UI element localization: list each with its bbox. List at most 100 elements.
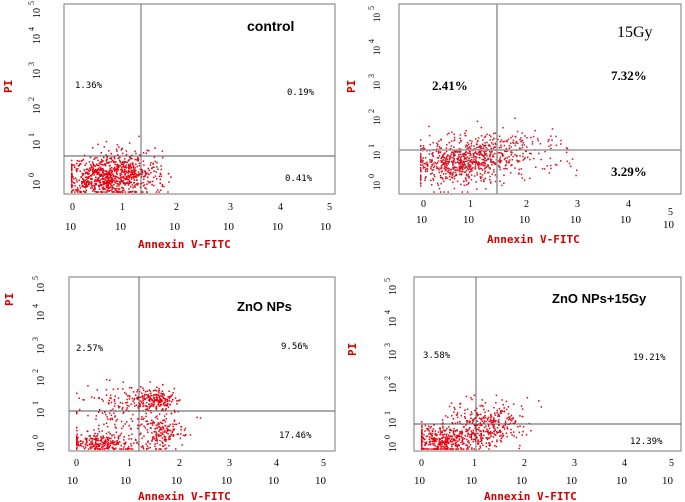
- scatter-point: [138, 162, 141, 165]
- scatter-point: [122, 161, 124, 163]
- scatter-point: [131, 433, 133, 435]
- scatter-point: [447, 154, 450, 157]
- scatter-point: [108, 170, 110, 173]
- scatter-point: [107, 189, 110, 191]
- scatter-point: [153, 396, 156, 399]
- scatter-point: [503, 174, 505, 176]
- scatter-point: [173, 409, 176, 412]
- scatter-point: [156, 433, 158, 435]
- scatter-point: [93, 174, 95, 176]
- scatter-point: [83, 186, 86, 188]
- scatter-point: [155, 439, 157, 442]
- scatter-point: [147, 394, 150, 396]
- scatter-point: [483, 422, 485, 424]
- scatter-point: [430, 434, 432, 436]
- y-tick-base: 10: [36, 344, 47, 354]
- scatter-point: [468, 167, 471, 169]
- scatter-point: [470, 145, 473, 147]
- scatter-point: [485, 166, 488, 168]
- scatter-point: [483, 151, 486, 153]
- scatter-point: [483, 434, 485, 437]
- scatter-point: [79, 444, 82, 446]
- scatter-point: [160, 168, 162, 171]
- scatter-point: [112, 180, 114, 182]
- scatter-point: [83, 154, 86, 157]
- scatter-point: [74, 177, 77, 179]
- scatter-point: [160, 422, 163, 424]
- scatter-point: [476, 428, 478, 430]
- scatter-point: [115, 169, 117, 171]
- scatter-point: [442, 163, 445, 166]
- scatter-point: [96, 164, 99, 166]
- scatter-point: [459, 164, 462, 166]
- scatter-point: [131, 154, 133, 157]
- scatter-point: [555, 135, 557, 138]
- x-axis-label: Annexin V-FITC: [138, 238, 231, 251]
- scatter-point: [511, 434, 513, 436]
- scatter-point: [451, 172, 453, 174]
- scatter-point: [490, 182, 492, 184]
- scatter-point: [443, 447, 446, 449]
- scatter-point: [106, 189, 108, 191]
- scatter-point: [445, 446, 447, 448]
- scatter-point: [471, 432, 473, 434]
- scatter-point: [147, 176, 149, 178]
- scatter-point: [77, 441, 80, 444]
- scatter-point: [90, 187, 92, 189]
- scatter-point: [521, 144, 523, 146]
- scatter-point: [71, 179, 73, 181]
- scatter-point: [155, 405, 158, 408]
- scatter-point: [434, 439, 436, 441]
- scatter-point: [495, 431, 498, 433]
- scatter-point: [168, 397, 171, 400]
- scatter-point: [105, 184, 107, 187]
- scatter-point: [458, 439, 461, 441]
- scatter-point: [445, 147, 448, 149]
- scatter-point: [522, 142, 525, 144]
- scatter-point: [72, 189, 75, 191]
- scatter-point: [128, 180, 131, 183]
- scatter-point: [103, 156, 105, 159]
- scatter-point: [138, 174, 140, 177]
- scatter-point: [465, 154, 467, 156]
- scatter-point: [159, 404, 162, 407]
- scatter-point: [452, 168, 455, 170]
- scatter-point: [442, 173, 445, 175]
- scatter-point: [509, 415, 511, 418]
- scatter-point: [126, 401, 129, 404]
- scatter-point: [140, 386, 142, 388]
- scatter-point: [108, 179, 110, 182]
- scatter-point: [173, 420, 176, 422]
- scatter-point: [526, 397, 529, 399]
- scatter-point: [129, 156, 131, 158]
- scatter-point: [117, 154, 119, 156]
- scatter-point: [141, 168, 143, 171]
- scatter-point: [95, 168, 97, 171]
- scatter-point: [113, 170, 116, 173]
- scatter-point: [508, 155, 510, 158]
- scatter-point: [149, 390, 151, 392]
- scatter-point: [152, 405, 155, 407]
- scatter-point: [504, 424, 506, 426]
- scatter-point: [424, 162, 427, 165]
- scatter-point: [469, 168, 471, 171]
- scatter-point: [524, 150, 527, 152]
- scatter-point: [148, 182, 150, 184]
- scatter-point: [154, 175, 157, 177]
- scatter-point: [158, 435, 160, 437]
- scatter-point: [450, 448, 453, 450]
- scatter-point: [77, 165, 80, 167]
- scatter-point: [161, 183, 164, 186]
- scatter-point: [474, 435, 476, 437]
- scatter-point: [180, 433, 182, 435]
- scatter-point: [119, 441, 121, 443]
- scatter-point: [420, 157, 422, 160]
- scatter-point: [108, 181, 110, 183]
- y-tick-exponent: 5: [27, 1, 36, 5]
- scatter-point: [140, 446, 143, 448]
- scatter-point: [499, 431, 501, 433]
- scatter-point: [498, 424, 500, 426]
- scatter-point: [155, 399, 157, 401]
- scatter-point: [530, 136, 532, 139]
- scatter-point: [145, 393, 148, 396]
